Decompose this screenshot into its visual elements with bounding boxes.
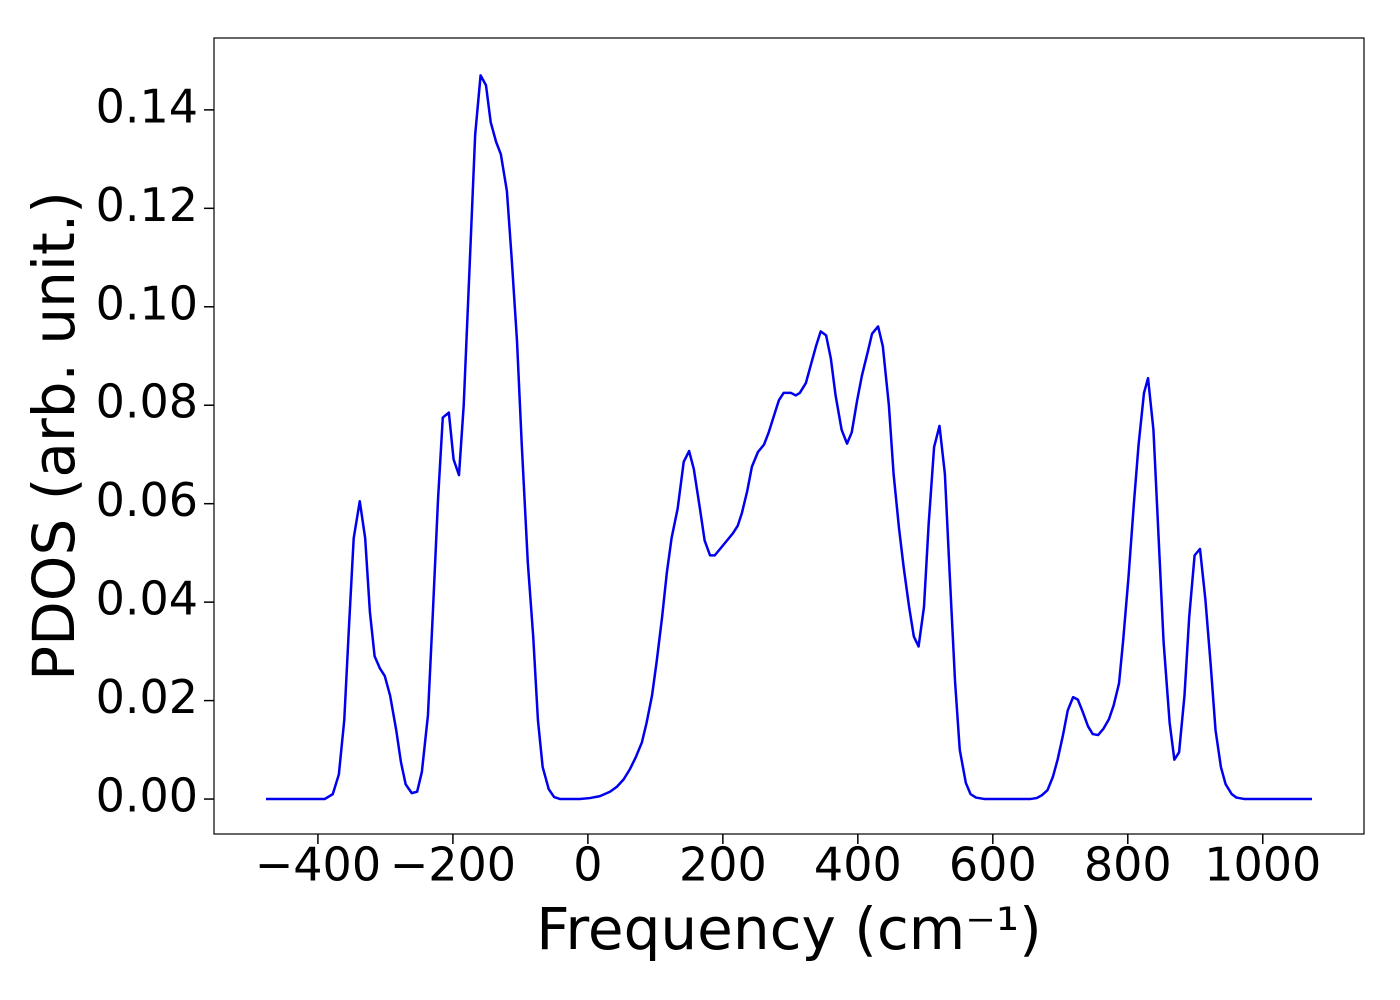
x-tick-label: 400 bbox=[814, 838, 902, 892]
y-tick-label: 0.08 bbox=[96, 375, 198, 429]
x-tick-label: 1000 bbox=[1204, 838, 1321, 892]
y-tick-label: 0.04 bbox=[96, 572, 198, 626]
y-tick-label: 0.06 bbox=[96, 473, 198, 527]
data-line bbox=[265, 74, 1313, 801]
y-tick-label: 0.10 bbox=[96, 276, 198, 330]
y-axis-label: PDOS (arb. unit.) bbox=[20, 191, 88, 681]
x-tick-label: 0 bbox=[573, 838, 602, 892]
x-tick-label: 800 bbox=[1084, 838, 1172, 892]
y-tick-label: 0.14 bbox=[96, 79, 198, 133]
x-tick-label: 200 bbox=[679, 838, 767, 892]
y-tick-label: 0.02 bbox=[96, 670, 198, 724]
plot-frame bbox=[213, 37, 1365, 835]
x-tick-label: −400 bbox=[255, 838, 381, 892]
y-tick-label: 0.00 bbox=[96, 769, 198, 823]
y-tick-label: 0.12 bbox=[96, 178, 198, 232]
x-tick-label: −200 bbox=[390, 838, 516, 892]
x-tick-label: 600 bbox=[949, 838, 1037, 892]
x-axis-label: Frequency (cm⁻¹) bbox=[536, 895, 1042, 963]
